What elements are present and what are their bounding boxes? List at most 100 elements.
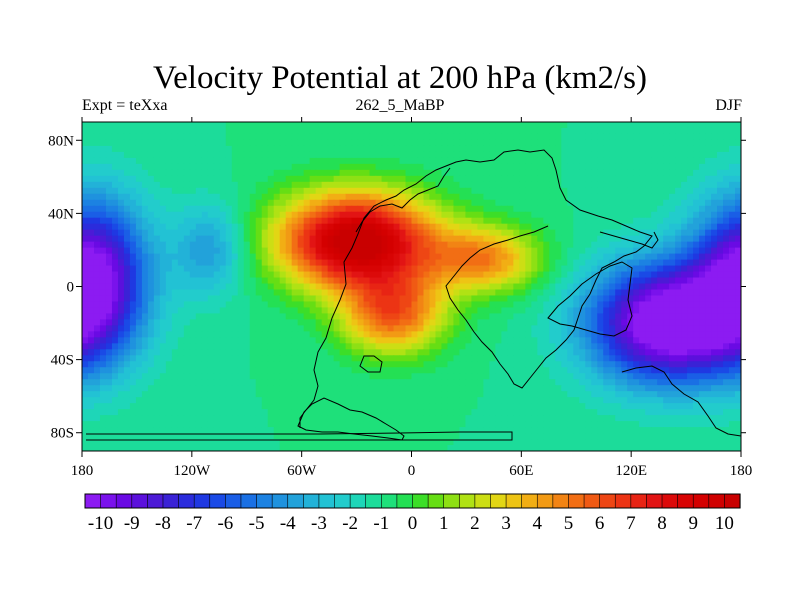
field-cell <box>561 139 568 147</box>
field-cell <box>579 277 586 285</box>
field-cell <box>177 229 185 237</box>
field-cell <box>393 379 401 386</box>
field-cell <box>501 379 508 386</box>
field-cell <box>729 253 736 261</box>
field-cell <box>657 217 664 225</box>
field-cell <box>507 199 514 207</box>
field-cell <box>249 122 257 129</box>
field-cell <box>423 157 431 165</box>
field-cell <box>123 229 131 237</box>
field-cell <box>519 247 526 255</box>
field-cell <box>507 151 514 159</box>
field-cell <box>273 259 281 267</box>
field-cell <box>429 193 437 201</box>
field-cell <box>477 163 484 171</box>
field-cell <box>405 229 413 237</box>
field-cell <box>183 313 191 320</box>
field-cell <box>195 205 203 213</box>
field-cell <box>597 211 604 219</box>
field-cell <box>375 163 383 171</box>
field-cell <box>591 235 598 243</box>
field-cell <box>99 337 107 344</box>
field-cell <box>531 139 538 147</box>
field-cell <box>453 271 461 279</box>
field-cell <box>627 175 634 183</box>
field-cell <box>105 157 113 165</box>
field-cell <box>255 175 263 183</box>
field-cell <box>231 301 239 309</box>
field-cell <box>411 253 419 261</box>
field-cell <box>477 379 484 386</box>
field-cell <box>537 379 544 386</box>
field-cell <box>393 337 401 344</box>
field-cell <box>105 349 113 356</box>
field-cell <box>273 283 281 291</box>
field-cell <box>585 283 592 291</box>
field-cell <box>591 163 598 171</box>
field-cell <box>663 193 670 201</box>
field-cell <box>147 349 155 356</box>
field-cell <box>687 205 694 213</box>
field-cell <box>387 319 395 326</box>
field-cell <box>111 247 119 255</box>
field-cell <box>375 319 383 326</box>
field-cell <box>177 205 185 213</box>
field-cell <box>465 253 473 261</box>
field-cell <box>207 325 215 332</box>
field-cell <box>627 145 634 153</box>
field-cell <box>615 235 622 243</box>
field-cell <box>111 139 119 147</box>
field-cell <box>309 217 317 225</box>
field-cell <box>441 199 449 207</box>
field-cell <box>345 151 353 159</box>
field-cell <box>447 289 455 297</box>
field-cell <box>309 319 317 326</box>
field-cell <box>405 307 413 315</box>
field-cell <box>465 193 473 201</box>
field-cell <box>603 127 610 135</box>
field-cell <box>207 331 215 338</box>
field-cell <box>393 169 401 177</box>
field-cell <box>729 157 736 165</box>
field-cell <box>219 343 227 350</box>
field-cell <box>219 193 227 201</box>
field-cell <box>567 217 574 225</box>
field-cell <box>657 205 664 213</box>
field-cell <box>489 331 496 338</box>
field-cell <box>201 391 209 398</box>
field-cell <box>453 199 461 207</box>
field-cell <box>237 175 245 183</box>
field-cell <box>711 307 718 315</box>
field-cell <box>735 145 741 153</box>
field-cell <box>303 193 311 201</box>
field-cell <box>225 289 233 297</box>
field-cell <box>147 313 155 320</box>
field-cell <box>82 187 89 195</box>
field-cell <box>663 187 670 195</box>
field-cell <box>717 133 724 141</box>
field-cell <box>153 391 161 398</box>
field-cell <box>93 133 101 141</box>
field-cell <box>723 319 730 326</box>
field-cell <box>429 127 437 135</box>
field-cell <box>339 181 347 189</box>
field-cell <box>465 373 473 380</box>
field-cell <box>573 163 580 171</box>
field-cell <box>597 271 604 279</box>
field-cell <box>231 367 239 374</box>
field-cell <box>705 145 712 153</box>
field-cell <box>519 307 526 315</box>
field-cell <box>111 325 119 332</box>
field-cell <box>273 122 281 129</box>
field-cell <box>669 349 676 356</box>
field-cell <box>195 289 203 297</box>
field-cell <box>585 253 592 261</box>
field-cell <box>483 295 490 303</box>
field-cell <box>567 349 574 356</box>
field-cell <box>285 301 293 309</box>
field-cell <box>669 325 676 332</box>
field-cell <box>429 289 437 297</box>
field-cell <box>135 217 143 225</box>
field-cell <box>699 373 706 380</box>
field-cell <box>381 241 389 249</box>
